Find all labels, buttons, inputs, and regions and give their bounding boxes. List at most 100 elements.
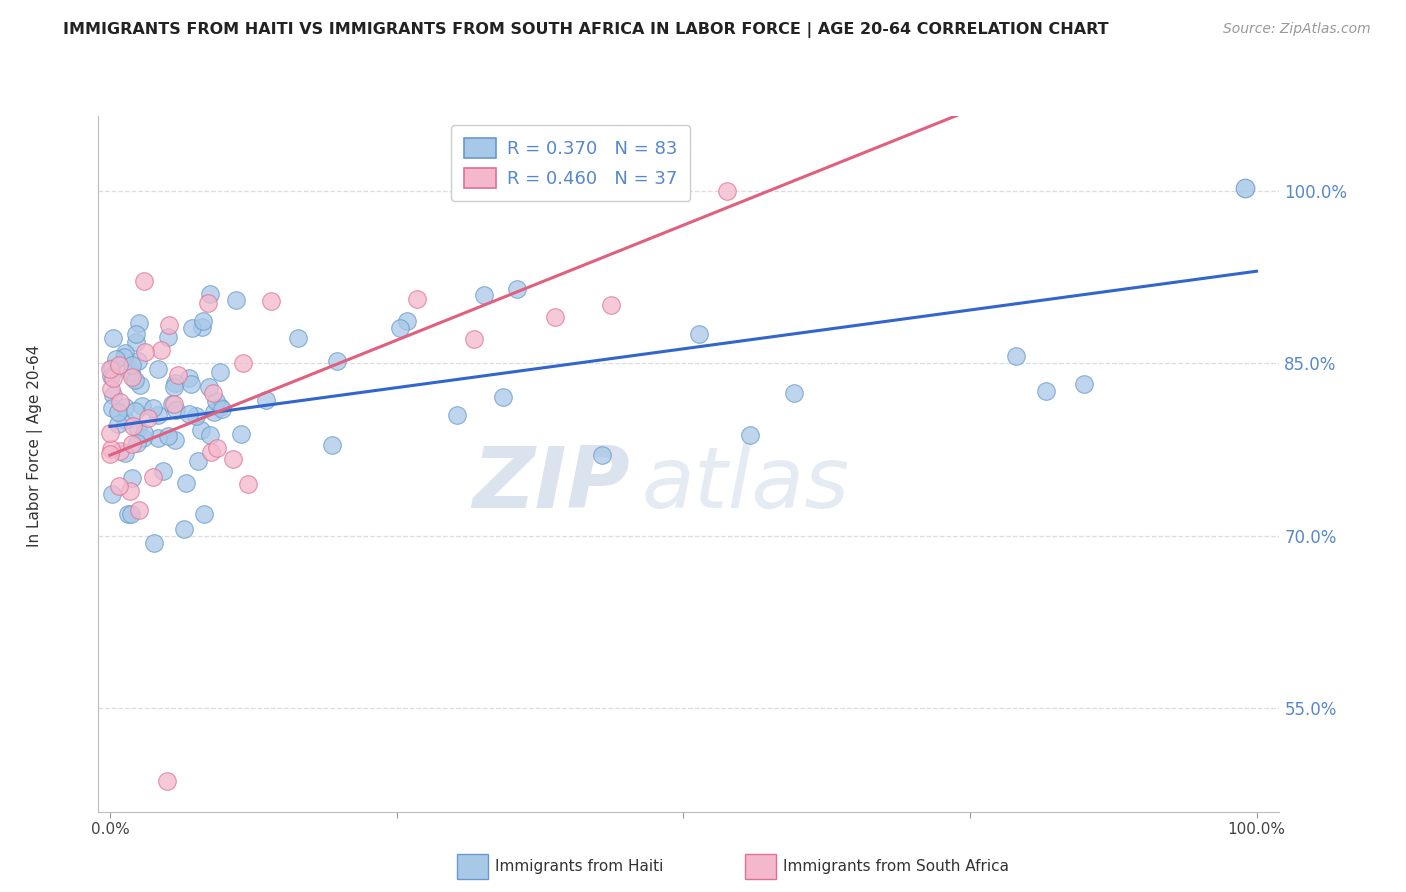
- Point: [783, 386, 806, 401]
- Point: [181, 320, 204, 334]
- Point: [120, 366, 142, 380]
- Point: [121, 358, 143, 372]
- Point: [118, 484, 141, 499]
- Point: [202, 385, 225, 400]
- Point: [191, 313, 214, 327]
- Point: [100, 487, 122, 501]
- Point: [260, 293, 283, 308]
- Point: [157, 330, 180, 344]
- Point: [599, 298, 621, 312]
- Point: [150, 343, 173, 357]
- Point: [114, 400, 136, 414]
- Point: [740, 428, 762, 442]
- Point: [287, 331, 309, 345]
- Point: [163, 380, 186, 394]
- Point: [193, 507, 215, 521]
- Point: [121, 370, 143, 384]
- Point: [156, 773, 179, 788]
- Point: [157, 318, 180, 333]
- Point: [120, 507, 142, 521]
- Point: [114, 446, 136, 460]
- Point: [173, 522, 195, 536]
- Point: [127, 436, 149, 450]
- Point: [222, 452, 245, 467]
- Text: Immigrants from Haiti: Immigrants from Haiti: [495, 859, 664, 873]
- Point: [211, 402, 233, 417]
- Point: [254, 393, 277, 408]
- Point: [396, 314, 419, 328]
- Point: [472, 288, 495, 302]
- Point: [198, 379, 221, 393]
- Point: [236, 477, 259, 491]
- Point: [163, 397, 186, 411]
- Point: [98, 362, 121, 376]
- Point: [121, 471, 143, 485]
- Point: [146, 408, 169, 422]
- Point: [1234, 181, 1257, 195]
- Point: [167, 368, 190, 383]
- Point: [110, 395, 132, 409]
- Point: [198, 428, 221, 442]
- Text: IMMIGRANTS FROM HAITI VS IMMIGRANTS FROM SOUTH AFRICA IN LABOR FORCE | AGE 20-64: IMMIGRANTS FROM HAITI VS IMMIGRANTS FROM…: [63, 22, 1109, 38]
- Point: [208, 400, 231, 414]
- Point: [232, 356, 254, 370]
- Point: [121, 437, 143, 451]
- Point: [100, 361, 122, 376]
- Point: [492, 390, 515, 404]
- Point: [124, 373, 146, 387]
- Point: [131, 399, 153, 413]
- Point: [716, 184, 738, 198]
- Point: [165, 376, 187, 390]
- Point: [591, 449, 613, 463]
- Point: [389, 320, 412, 334]
- Point: [103, 371, 125, 385]
- Point: [103, 387, 125, 401]
- Point: [231, 426, 253, 441]
- Point: [543, 310, 565, 325]
- Point: [114, 413, 136, 427]
- Point: [207, 441, 229, 455]
- Point: [165, 403, 187, 417]
- Legend: R = 0.370   N = 83, R = 0.460   N = 37: R = 0.370 N = 83, R = 0.460 N = 37: [451, 125, 690, 201]
- Point: [191, 320, 214, 334]
- Point: [177, 371, 200, 385]
- Point: [142, 470, 165, 484]
- Point: [688, 326, 710, 341]
- Point: [108, 358, 131, 372]
- Point: [190, 423, 212, 437]
- Point: [225, 293, 247, 308]
- Point: [127, 422, 149, 436]
- Point: [177, 407, 200, 421]
- Point: [152, 464, 174, 478]
- Point: [117, 507, 139, 521]
- Point: [200, 445, 222, 459]
- Point: [506, 282, 529, 296]
- Point: [146, 431, 169, 445]
- Point: [446, 408, 468, 422]
- Text: atlas: atlas: [641, 443, 849, 526]
- Point: [132, 431, 155, 445]
- Point: [100, 442, 122, 456]
- Point: [125, 334, 148, 349]
- Point: [174, 475, 197, 490]
- Point: [143, 535, 166, 549]
- Point: [114, 346, 136, 360]
- Point: [107, 417, 129, 432]
- Point: [198, 286, 221, 301]
- Text: In Labor Force | Age 20-64: In Labor Force | Age 20-64: [27, 345, 44, 547]
- Point: [1005, 350, 1028, 364]
- Point: [100, 401, 122, 415]
- Point: [146, 362, 169, 376]
- Point: [101, 331, 124, 345]
- Point: [136, 410, 159, 425]
- Point: [112, 350, 135, 364]
- Point: [1073, 376, 1095, 391]
- Point: [134, 344, 156, 359]
- Point: [202, 405, 225, 419]
- Point: [205, 393, 228, 408]
- Point: [197, 296, 219, 310]
- Point: [128, 503, 150, 517]
- Point: [1035, 384, 1057, 398]
- Point: [98, 426, 121, 441]
- Point: [100, 369, 122, 384]
